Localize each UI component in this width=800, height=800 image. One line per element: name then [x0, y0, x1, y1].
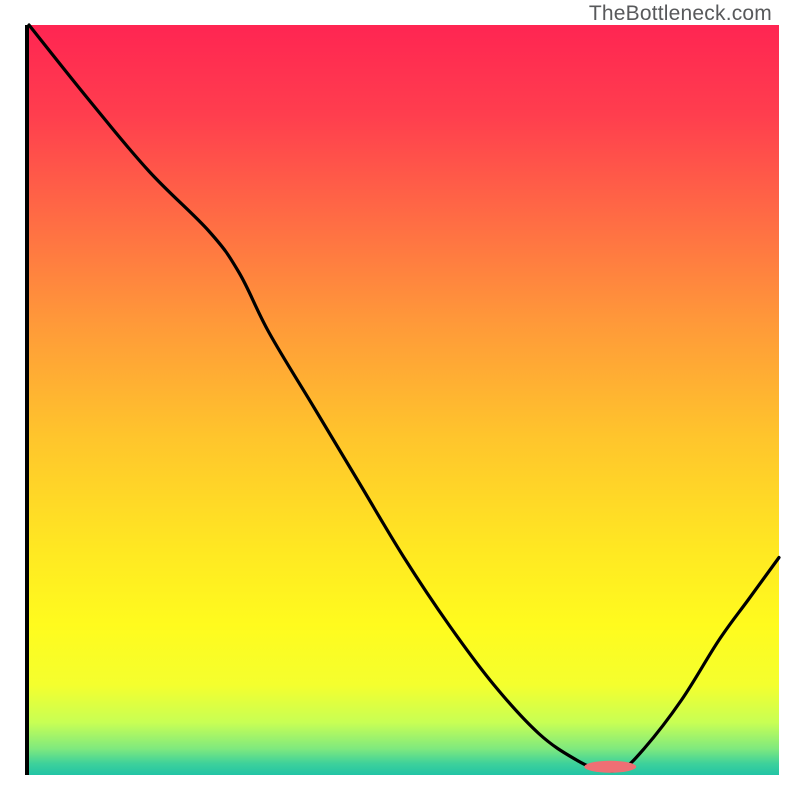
plot-area	[25, 25, 775, 775]
optimal-marker	[584, 761, 636, 773]
gradient-background	[29, 25, 779, 775]
watermark-text: TheBottleneck.com	[589, 2, 772, 26]
bottleneck-chart	[25, 25, 775, 775]
chart-svg	[29, 25, 779, 775]
